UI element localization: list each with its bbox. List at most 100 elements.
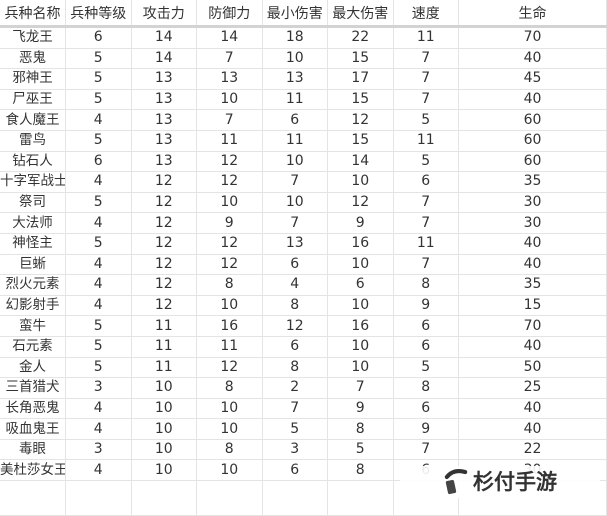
stat-cell[interactable]: 30: [458, 212, 607, 234]
stat-cell[interactable]: 14: [327, 151, 394, 173]
stat-cell[interactable]: 12: [131, 254, 197, 276]
column-header[interactable]: 攻击力: [131, 0, 197, 28]
stat-cell[interactable]: 13: [131, 130, 197, 152]
stat-cell[interactable]: 10: [327, 336, 394, 358]
stat-cell[interactable]: 6: [327, 274, 394, 296]
stat-cell[interactable]: 4: [65, 212, 132, 234]
unit-name-cell[interactable]: 飞龙王: [0, 26, 66, 49]
stat-cell[interactable]: 6: [393, 398, 459, 420]
stat-cell[interactable]: 4: [65, 109, 132, 131]
stat-cell[interactable]: 4: [65, 418, 132, 440]
stat-cell[interactable]: 4: [262, 274, 328, 296]
stat-cell[interactable]: 10: [196, 89, 263, 111]
stat-cell[interactable]: 12: [196, 233, 263, 255]
stat-cell[interactable]: 5: [65, 233, 132, 255]
column-header[interactable]: 最大伤害: [327, 0, 394, 28]
stat-cell[interactable]: 9: [393, 418, 459, 440]
stat-cell[interactable]: 5: [65, 357, 132, 379]
stat-cell[interactable]: 8: [327, 459, 394, 482]
stat-cell[interactable]: 16: [196, 315, 263, 337]
stat-cell[interactable]: 25: [458, 377, 607, 399]
stat-cell[interactable]: 10: [262, 48, 328, 70]
stat-cell[interactable]: 9: [327, 212, 394, 234]
stat-cell[interactable]: 40: [458, 233, 607, 255]
unit-name-cell[interactable]: 邪神王: [0, 68, 66, 90]
unit-name-cell[interactable]: 巨蜥: [0, 254, 66, 276]
stat-cell[interactable]: 8: [393, 274, 459, 296]
unit-name-cell[interactable]: 钻石人: [0, 151, 66, 173]
stat-cell[interactable]: 11: [196, 130, 263, 152]
stat-cell[interactable]: 5: [262, 418, 328, 440]
stat-cell[interactable]: 45: [458, 68, 607, 90]
stat-cell[interactable]: 7: [393, 439, 459, 461]
stat-cell[interactable]: 12: [131, 192, 197, 214]
stat-cell[interactable]: 7: [393, 48, 459, 70]
stat-cell[interactable]: 10: [131, 459, 197, 482]
stat-cell[interactable]: 13: [262, 233, 328, 255]
stat-cell[interactable]: 7: [393, 192, 459, 214]
stat-cell[interactable]: 12: [262, 315, 328, 337]
stat-cell[interactable]: 12: [131, 274, 197, 296]
stat-cell[interactable]: 10: [327, 254, 394, 276]
stat-cell[interactable]: 40: [458, 254, 607, 276]
stat-cell[interactable]: 5: [65, 192, 132, 214]
stat-cell[interactable]: 40: [458, 48, 607, 70]
unit-name-cell[interactable]: 恶鬼: [0, 48, 66, 70]
stat-cell[interactable]: 11: [131, 336, 197, 358]
stat-cell[interactable]: 4: [65, 459, 132, 482]
stat-cell[interactable]: 35: [458, 171, 607, 193]
stat-cell[interactable]: 12: [196, 357, 263, 379]
stat-cell[interactable]: 5: [65, 130, 132, 152]
stat-cell[interactable]: 6: [262, 254, 328, 276]
stat-cell[interactable]: 13: [131, 68, 197, 90]
empty-cell[interactable]: [196, 480, 263, 516]
stat-cell[interactable]: 6: [262, 459, 328, 482]
unit-name-cell[interactable]: 美杜莎女王: [0, 459, 66, 482]
stat-cell[interactable]: 5: [327, 439, 394, 461]
stat-cell[interactable]: 11: [262, 89, 328, 111]
stat-cell[interactable]: 12: [327, 192, 394, 214]
stat-cell[interactable]: 9: [327, 398, 394, 420]
stat-cell[interactable]: 12: [131, 295, 197, 317]
unit-name-cell[interactable]: 烈火元素: [0, 274, 66, 296]
stat-cell[interactable]: 10: [327, 357, 394, 379]
stat-cell[interactable]: 11: [393, 130, 459, 152]
stat-cell[interactable]: 40: [458, 336, 607, 358]
unit-name-cell[interactable]: 雷鸟: [0, 130, 66, 152]
stat-cell[interactable]: 11: [393, 233, 459, 255]
stat-cell[interactable]: 14: [131, 48, 197, 70]
stat-cell[interactable]: 15: [458, 295, 607, 317]
stat-cell[interactable]: 16: [327, 233, 394, 255]
empty-cell[interactable]: [131, 480, 197, 516]
unit-name-cell[interactable]: 蛮牛: [0, 315, 66, 337]
stat-cell[interactable]: 12: [131, 233, 197, 255]
stat-cell[interactable]: 7: [327, 377, 394, 399]
stat-cell[interactable]: 11: [393, 26, 459, 49]
column-header[interactable]: 速度: [393, 0, 459, 28]
stat-cell[interactable]: 17: [327, 68, 394, 90]
stat-cell[interactable]: 6: [65, 151, 132, 173]
empty-cell[interactable]: [327, 480, 394, 516]
stat-cell[interactable]: 30: [458, 192, 607, 214]
stat-cell[interactable]: 18: [262, 26, 328, 49]
stat-cell[interactable]: 10: [196, 398, 263, 420]
column-header[interactable]: 兵种等级: [65, 0, 132, 28]
stat-cell[interactable]: 12: [327, 109, 394, 131]
stat-cell[interactable]: 14: [131, 26, 197, 49]
stat-cell[interactable]: 15: [327, 130, 394, 152]
stat-cell[interactable]: 8: [196, 377, 263, 399]
empty-cell[interactable]: [0, 480, 66, 516]
stat-cell[interactable]: 3: [262, 439, 328, 461]
column-header[interactable]: 生命: [458, 0, 607, 28]
stat-cell[interactable]: 6: [262, 109, 328, 131]
stat-cell[interactable]: 4: [65, 295, 132, 317]
stat-cell[interactable]: 5: [65, 68, 132, 90]
stat-cell[interactable]: 22: [458, 439, 607, 461]
stat-cell[interactable]: 4: [65, 171, 132, 193]
stat-cell[interactable]: 12: [131, 171, 197, 193]
stat-cell[interactable]: 10: [131, 418, 197, 440]
unit-name-cell[interactable]: 三首猎犬: [0, 377, 66, 399]
stat-cell[interactable]: 10: [327, 171, 394, 193]
stat-cell[interactable]: 10: [196, 295, 263, 317]
stat-cell[interactable]: 15: [327, 48, 394, 70]
